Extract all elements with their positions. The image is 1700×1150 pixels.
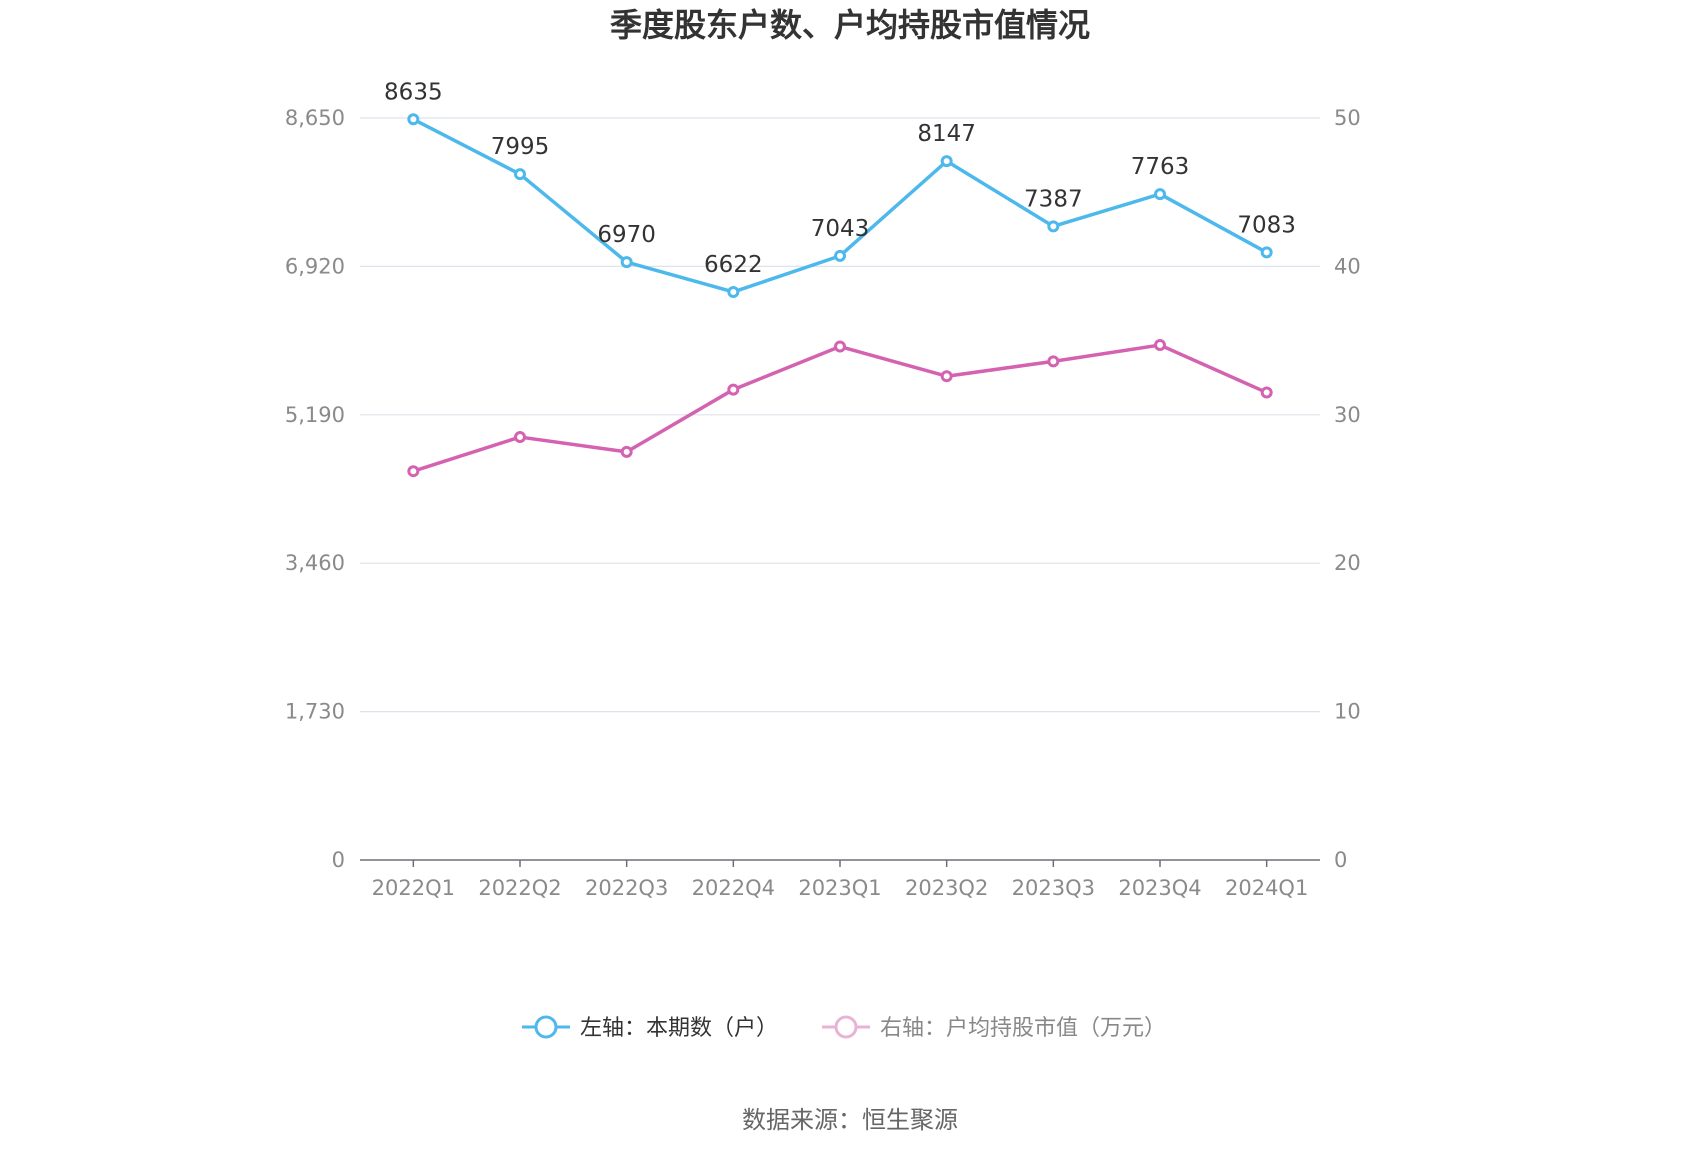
data-point[interactable]	[1260, 386, 1273, 399]
data-label: 7995	[491, 134, 550, 160]
left-tick-label: 5,190	[285, 403, 345, 427]
left-tick-label: 0	[332, 848, 345, 872]
left-tick-label: 1,730	[285, 700, 345, 724]
legend[interactable]: 左轴：本期数（户） 右轴：户均持股市值（万元）	[522, 1015, 1166, 1041]
left-tick-label: 3,460	[285, 551, 345, 575]
x-tick-label: 2022Q4	[692, 876, 775, 900]
right-tick-label: 30	[1334, 403, 1361, 427]
gridlines	[360, 117, 1320, 713]
data-point[interactable]	[727, 383, 740, 396]
legend-right-marker-icon	[834, 1015, 858, 1039]
data-point[interactable]	[727, 285, 740, 298]
data-point[interactable]	[407, 465, 420, 478]
data-point[interactable]	[407, 113, 420, 126]
data-label: 7387	[1024, 186, 1083, 212]
right-tick-label: 20	[1334, 551, 1361, 575]
right-tick-label: 50	[1334, 106, 1361, 130]
series-line-right	[412, 343, 1268, 473]
data-label: 7763	[1131, 154, 1190, 180]
data-point[interactable]	[514, 431, 526, 444]
data-point[interactable]	[620, 256, 633, 269]
data-labels: 8635 7995 6970 6622 7043 8147 7387 7763 7083	[384, 79, 1296, 278]
left-tick-label: 6,920	[285, 254, 345, 278]
axes: 0 1,730 3,460 5,190 6,920 8,650 0 10 20 30 40 50 202…	[285, 106, 1361, 900]
x-tick-label: 2022Q3	[585, 876, 668, 900]
chart-title: 季度股东户数、户均持股市值情况	[610, 6, 1090, 44]
data-label: 6622	[704, 252, 763, 278]
data-point[interactable]	[940, 370, 953, 383]
data-label: 8147	[917, 121, 976, 147]
data-point[interactable]	[1154, 339, 1166, 352]
data-label: 7083	[1237, 212, 1296, 238]
data-source: 数据来源：恒生聚源	[742, 1106, 958, 1134]
x-tick-label: 2022Q2	[478, 876, 561, 900]
x-tick-label: 2024Q1	[1225, 876, 1308, 900]
data-point[interactable]	[620, 445, 633, 458]
data-point[interactable]	[514, 168, 526, 181]
x-tick-label: 2022Q1	[372, 876, 455, 900]
left-tick-label: 8,650	[285, 106, 345, 130]
right-tick-label: 0	[1334, 848, 1347, 872]
data-point[interactable]	[1154, 188, 1166, 201]
x-tick-label: 2023Q3	[1012, 876, 1095, 900]
data-point[interactable]	[940, 155, 953, 168]
right-tick-label: 40	[1334, 254, 1361, 278]
data-point[interactable]	[834, 249, 846, 262]
data-point[interactable]	[1260, 246, 1273, 259]
data-label: 7043	[811, 216, 870, 242]
legend-left-marker-icon	[534, 1015, 558, 1039]
data-label: 6970	[597, 222, 656, 248]
x-tick-label: 2023Q2	[905, 876, 988, 900]
legend-item-left-series[interactable]: 左轴：本期数（户）	[522, 1015, 778, 1041]
legend-right-label: 右轴：户均持股市值（万元）	[880, 1016, 1166, 1041]
legend-item-right-series[interactable]: 右轴：户均持股市值（万元）	[822, 1015, 1166, 1041]
x-tick-label: 2023Q4	[1118, 876, 1201, 900]
data-label: 8635	[384, 79, 443, 105]
series-lines	[407, 113, 1273, 478]
x-tick-label: 2023Q1	[798, 876, 881, 900]
legend-left-label: 左轴：本期数（户）	[580, 1016, 778, 1041]
right-tick-label: 10	[1334, 700, 1361, 724]
data-point[interactable]	[1047, 355, 1060, 368]
data-point[interactable]	[1047, 220, 1060, 233]
data-point[interactable]	[834, 340, 846, 353]
